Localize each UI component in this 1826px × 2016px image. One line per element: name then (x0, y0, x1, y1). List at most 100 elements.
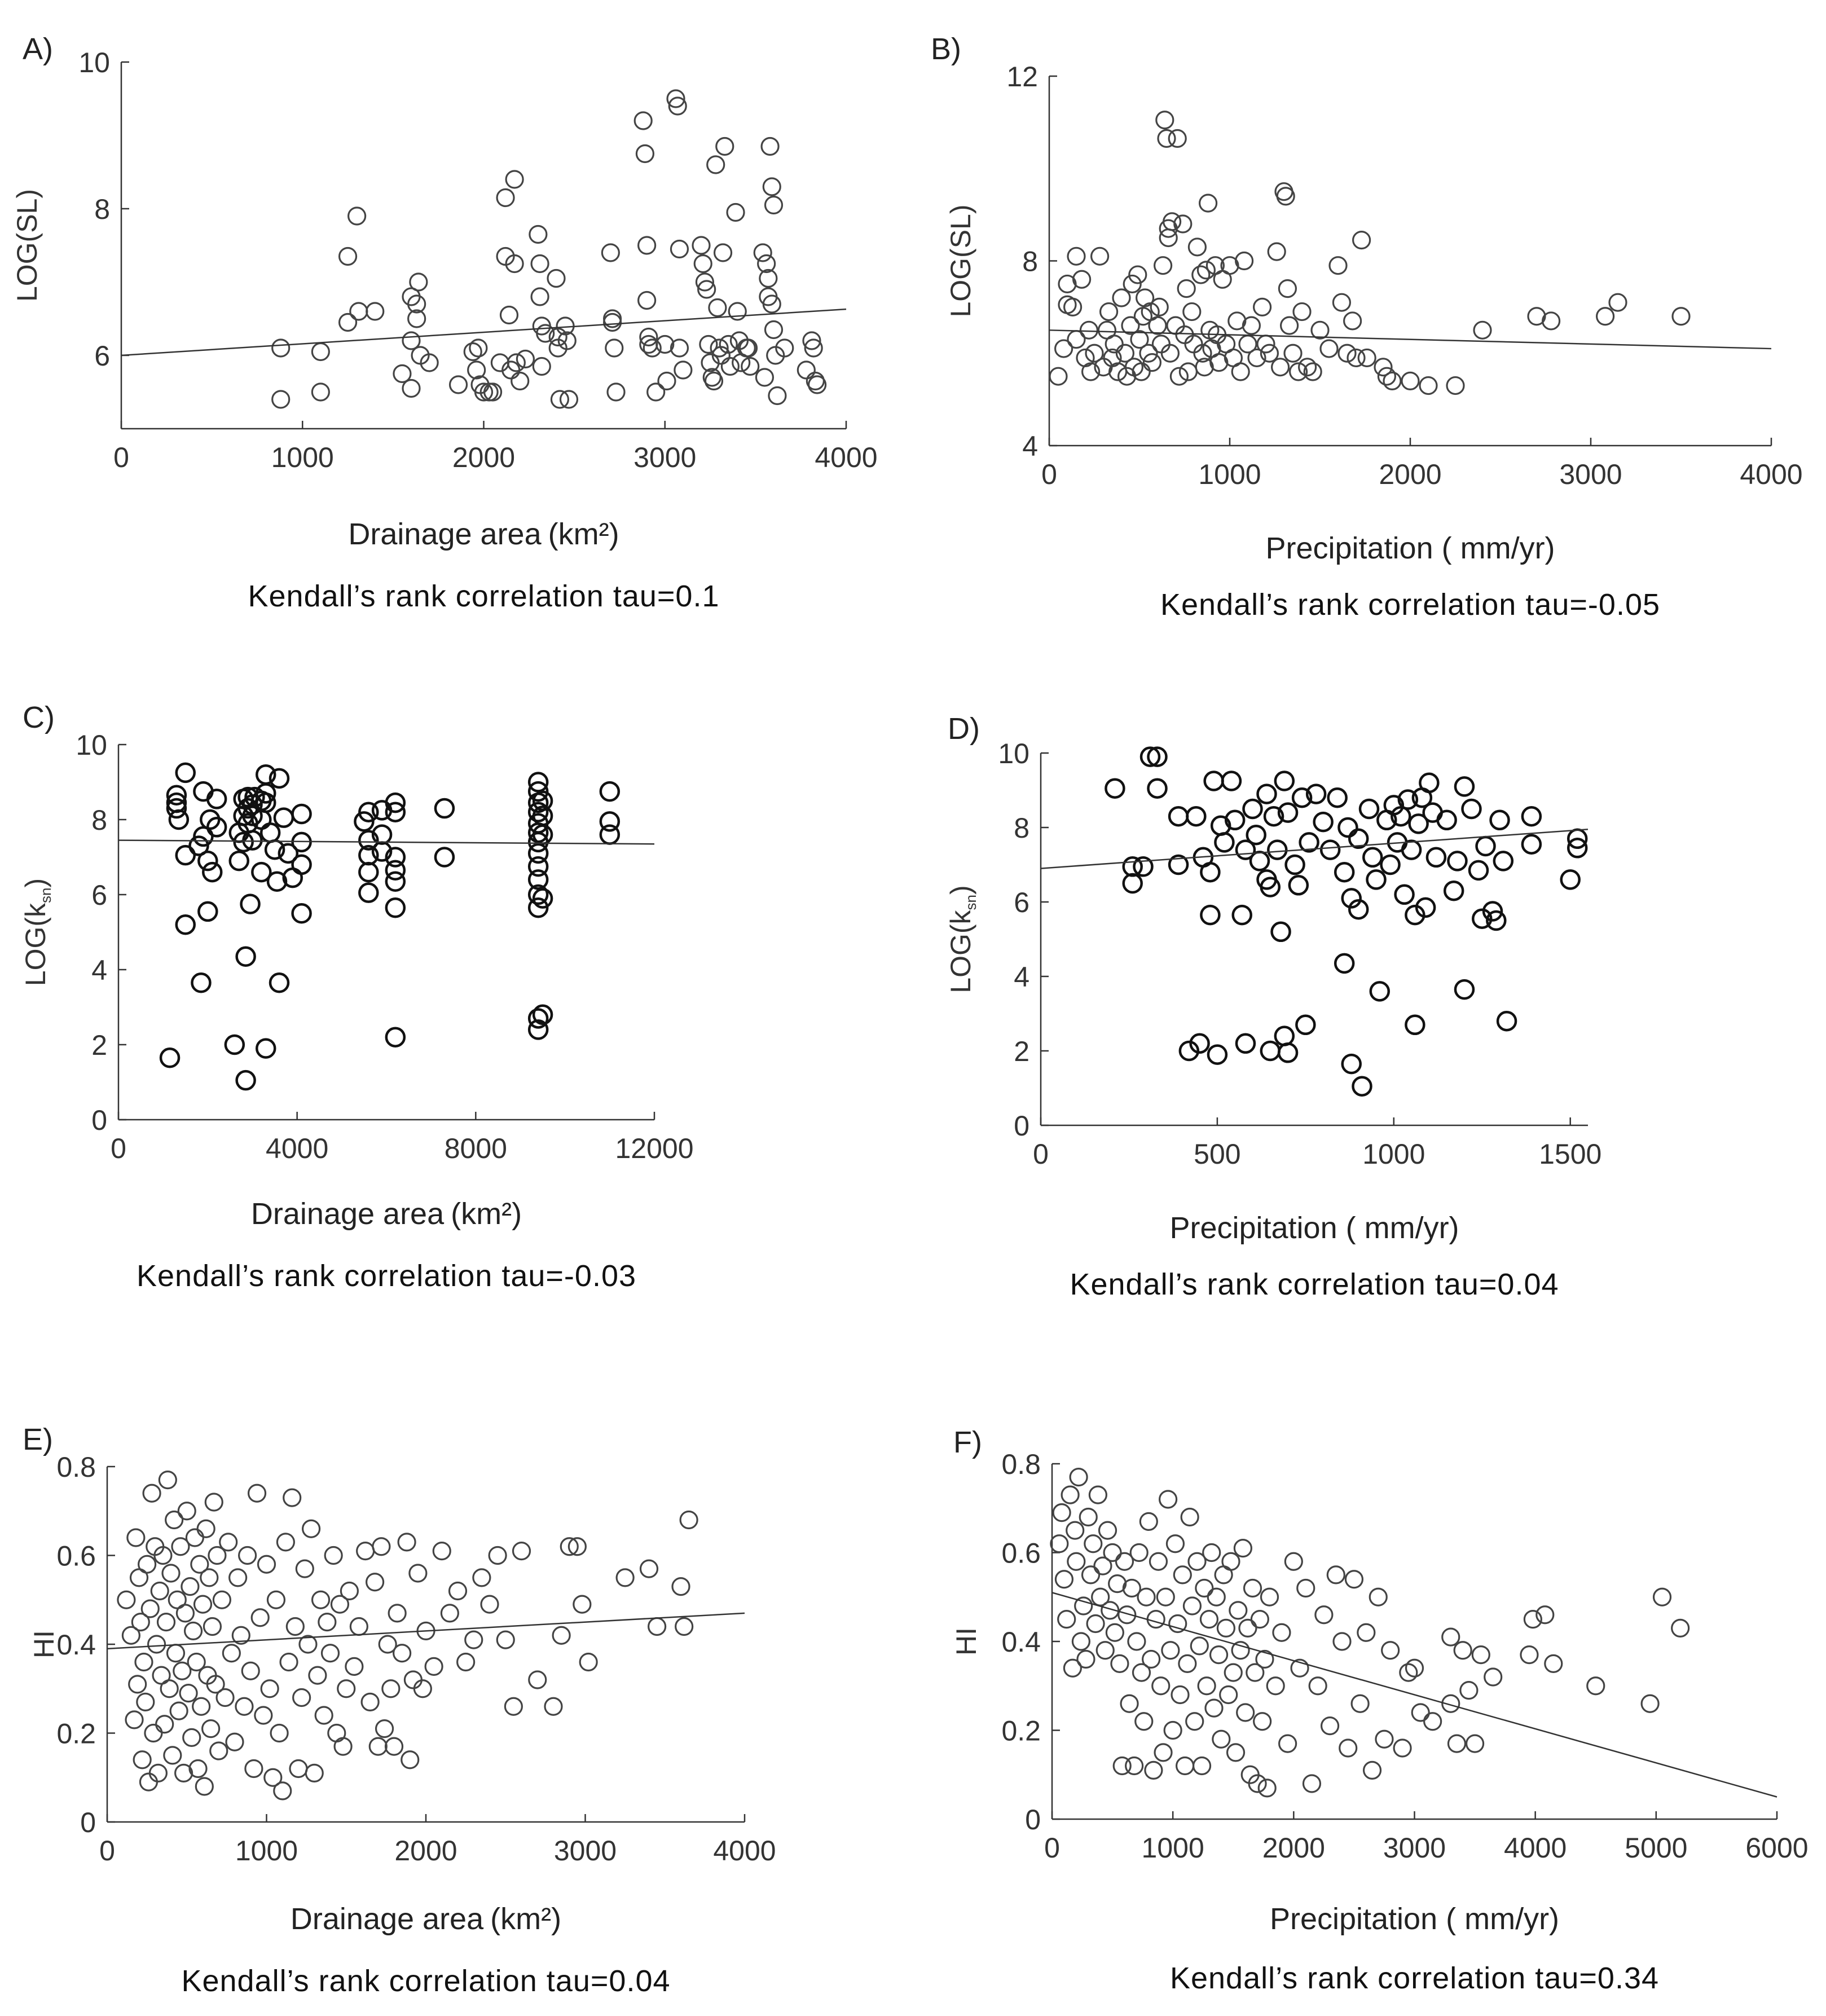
x-axis-label-main: Drainage area (251, 1197, 445, 1231)
data-point (158, 1471, 177, 1490)
data-point (797, 360, 816, 380)
data-point (244, 1759, 263, 1779)
data-point (1219, 1685, 1238, 1705)
data-point (1214, 832, 1235, 853)
data-point (1076, 1649, 1095, 1669)
data-point (655, 334, 675, 354)
data-point (544, 1697, 563, 1716)
data-point (1195, 1578, 1214, 1598)
data-point (1401, 371, 1420, 390)
data-point (1122, 873, 1143, 894)
data-point (726, 203, 745, 222)
data-point (1441, 1694, 1460, 1713)
data-point (1292, 302, 1312, 322)
data-point (1054, 339, 1073, 358)
data-point (1296, 1578, 1315, 1598)
data-point (1327, 787, 1348, 808)
x-tick-label: 500 (1194, 1138, 1240, 1170)
data-point (1161, 1641, 1180, 1660)
data-point (755, 368, 775, 387)
data-point (242, 830, 263, 851)
data-point (695, 272, 715, 292)
data-point (496, 188, 515, 208)
data-point (666, 89, 685, 108)
data-point (140, 1599, 160, 1618)
data-point (1074, 1596, 1093, 1616)
data-point (203, 1617, 222, 1636)
data-point (1054, 1570, 1074, 1589)
data-point (804, 338, 823, 358)
data-point (1132, 1663, 1151, 1682)
data-point (424, 1657, 443, 1676)
data-point (573, 1595, 592, 1614)
data-point (295, 1559, 314, 1578)
data-point (171, 1537, 190, 1556)
data-point (432, 1542, 451, 1561)
data-point (1242, 798, 1263, 820)
data-point (1260, 1040, 1281, 1062)
data-point (1357, 348, 1376, 368)
data-point (1454, 979, 1475, 1000)
x-axis-label: Precipitation ( mm/yr) (1169, 1211, 1459, 1245)
data-point (1154, 1743, 1173, 1762)
panel-label: B) (931, 32, 961, 66)
data-point (1187, 237, 1207, 257)
data-point (1204, 1698, 1224, 1718)
data-point (496, 1630, 515, 1649)
data-point (266, 871, 288, 892)
data-point (314, 1706, 333, 1725)
data-point (1221, 771, 1242, 791)
data-point (728, 302, 747, 321)
data-point (1277, 1042, 1299, 1063)
data-point (235, 1069, 256, 1091)
data-point (530, 254, 549, 274)
data-point (1105, 334, 1124, 354)
data-point (1652, 1587, 1672, 1606)
data-point (385, 897, 406, 918)
data-point (1446, 376, 1465, 395)
panel-a: A) 0 1000 2000 3000 4000 6 8 10 LOG(SL) Drainage a… (11, 32, 878, 613)
data-point (1231, 1641, 1250, 1660)
data-point (1489, 809, 1510, 831)
y-tick-label: 6 (94, 340, 110, 372)
x-axis-label: Drainage area (km²) (348, 517, 619, 551)
data-point (1160, 344, 1180, 363)
y-tick-label: 10 (78, 47, 110, 78)
data-point (1067, 330, 1086, 349)
data-point (1423, 1712, 1442, 1731)
data-point (1189, 1033, 1210, 1054)
data-point (183, 1621, 203, 1640)
data-point (646, 382, 666, 402)
x-tick-label: 0 (1033, 1138, 1049, 1170)
data-point (1101, 1601, 1120, 1620)
data-point (131, 1613, 150, 1632)
y-tick-label: 4 (1022, 430, 1038, 462)
data-point (1105, 1623, 1124, 1642)
data-point (148, 1763, 168, 1782)
data-point (385, 792, 406, 813)
data-point (1274, 1025, 1295, 1046)
data-point (1147, 746, 1168, 767)
data-point (1247, 348, 1266, 368)
data-point (1133, 856, 1154, 877)
data-point (1471, 1645, 1490, 1665)
data-point (1238, 1618, 1257, 1638)
y-tick-label: 6 (1014, 887, 1029, 918)
data-point (1298, 358, 1317, 377)
data-point (1192, 1756, 1212, 1776)
data-point (527, 781, 549, 802)
data-point (381, 1679, 401, 1698)
data-point (639, 1559, 659, 1578)
data-point (385, 1027, 406, 1047)
data-point (1447, 1734, 1467, 1753)
data-point (1425, 847, 1447, 868)
data-point (1276, 187, 1295, 206)
data-point (1184, 334, 1203, 354)
data-point (1326, 1565, 1345, 1584)
data-point (1278, 1734, 1297, 1753)
data-point (567, 1537, 587, 1556)
data-point (1468, 860, 1489, 881)
data-point (166, 1644, 186, 1663)
data-point (552, 1626, 571, 1645)
x-tick-label: 3000 (1383, 1832, 1446, 1864)
